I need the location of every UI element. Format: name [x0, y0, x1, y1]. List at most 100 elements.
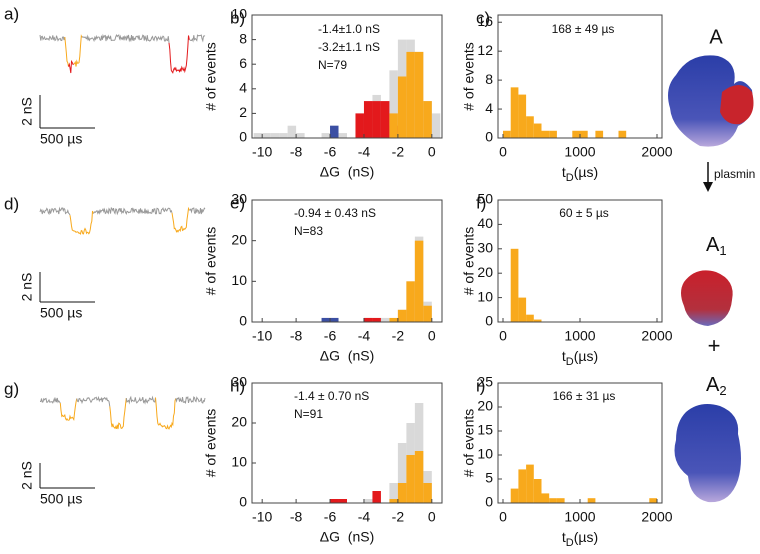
y-axis-label: # of events — [203, 409, 219, 478]
x-tick-label: -8 — [290, 144, 303, 160]
x-tick-label: -2 — [392, 144, 405, 160]
bar — [406, 281, 415, 322]
bar — [423, 101, 432, 138]
panel-label: c) — [476, 8, 490, 27]
scale-x-label: 500 µs — [40, 131, 82, 147]
panel-label: e) — [230, 193, 245, 212]
trace-line — [39, 34, 66, 42]
bar — [526, 464, 534, 503]
bar — [406, 51, 415, 138]
trace-line — [189, 34, 206, 43]
x-tick-label: -10 — [252, 328, 272, 344]
bar — [330, 499, 339, 503]
bar — [389, 499, 398, 503]
chart: h) 0 10 20 30 -10 -8 -6 -4 -2 0 ΔG (nS) # of events -… — [203, 374, 443, 545]
bar — [503, 130, 511, 138]
bar — [397, 483, 407, 503]
x-tick-label: -6 — [324, 144, 337, 160]
x-tick-label: 2000 — [641, 328, 672, 344]
label-main: A — [706, 374, 720, 396]
annotation: -1.4 ± 0.70 nS — [294, 389, 369, 403]
scale-x-label: 500 µs — [40, 491, 82, 507]
bar — [595, 130, 604, 138]
y-tick-label: 12 — [477, 42, 493, 58]
x-axis-label: ΔG (nS) — [320, 529, 374, 545]
x-tick-label: -2 — [392, 509, 405, 525]
y-tick-label: 5 — [485, 470, 493, 486]
bar — [510, 248, 519, 322]
x-tick-label: -4 — [358, 144, 371, 160]
bar — [389, 483, 398, 503]
protein-label: A2 — [706, 374, 727, 398]
arrow-head — [703, 182, 713, 192]
trace-line — [59, 398, 78, 422]
trace-line — [76, 395, 111, 407]
chart: i) 0 5 10 15 20 25 0 1000 2000 tD(µs) # of events 16… — [461, 374, 673, 549]
x-tick-label: 0 — [428, 509, 436, 525]
panel-label: g) — [4, 379, 19, 398]
y-tick-label: 0 — [239, 313, 247, 329]
bar — [580, 130, 588, 138]
y-tick-label: 8 — [239, 30, 247, 46]
y-tick-label: 0 — [485, 313, 493, 329]
bar — [380, 101, 390, 138]
y-tick-label: 30 — [231, 191, 247, 207]
x-axis-label: tD(µs) — [562, 348, 598, 368]
x-tick-label: 2000 — [641, 509, 672, 525]
axes-frame — [251, 14, 443, 139]
annotation: N=83 — [294, 224, 323, 238]
y-tick-label: 10 — [477, 446, 493, 462]
y-tick-label: 20 — [477, 264, 493, 280]
bar — [262, 133, 271, 138]
x-axis-label: ΔG (nS) — [320, 164, 374, 180]
bar — [510, 488, 519, 503]
x-tick-label: -8 — [290, 328, 303, 344]
bar — [389, 113, 398, 138]
annotation: 60 ± 5 µs — [559, 206, 609, 220]
axes-frame — [251, 199, 443, 323]
protein-a1 — [681, 270, 733, 326]
label-sub: 1 — [719, 243, 726, 258]
y-tick-label: 30 — [477, 240, 493, 256]
bar — [414, 451, 424, 503]
trace-line — [168, 35, 190, 74]
bar — [510, 87, 519, 138]
annotation: -0.94 ± 0.43 nS — [294, 206, 376, 220]
bar — [372, 317, 381, 322]
protein-a — [668, 55, 754, 147]
x-label-unit: (µs) — [574, 348, 598, 364]
y-tick-label: 20 — [231, 414, 247, 430]
bar — [397, 76, 407, 138]
y-tick-label: 10 — [477, 288, 493, 304]
bar — [321, 133, 331, 138]
trace-line — [81, 33, 170, 43]
trace-line — [189, 207, 206, 215]
trace-line — [64, 36, 69, 67]
y-tick-label: 25 — [477, 374, 493, 390]
x-tick-label: 0 — [428, 328, 436, 344]
y-axis-label: # of events — [461, 42, 477, 111]
trace-panel: d) 2 nS 500 µs — [4, 194, 206, 321]
y-tick-label: 20 — [231, 231, 247, 247]
arrow-label: plasmin — [714, 167, 755, 181]
annotation: 166 ± 31 µs — [553, 389, 616, 403]
trace-panel: a) 2 nS 500 µs — [4, 4, 206, 147]
x-axis-label: ΔG (nS) — [320, 348, 374, 364]
bar — [423, 483, 432, 503]
bar — [618, 130, 627, 138]
x-label-main: t — [562, 529, 566, 545]
protein-label: A — [709, 26, 723, 48]
chart: e) 0 10 20 30 -10 -8 -6 -4 -2 0 ΔG (nS) # of events -… — [203, 191, 443, 364]
annotation: N=79 — [318, 58, 347, 72]
scale-y-label: 2 nS — [19, 97, 35, 126]
x-tick-label: 0 — [499, 144, 507, 160]
y-axis-label: # of events — [203, 227, 219, 296]
x-label-sub: D — [566, 356, 574, 368]
y-tick-label: 0 — [485, 494, 493, 510]
y-tick-label: 4 — [485, 100, 493, 116]
bar — [363, 101, 373, 138]
bar — [423, 305, 432, 322]
bar — [372, 101, 381, 138]
annotation: -3.2±1.1 nS — [318, 40, 380, 54]
